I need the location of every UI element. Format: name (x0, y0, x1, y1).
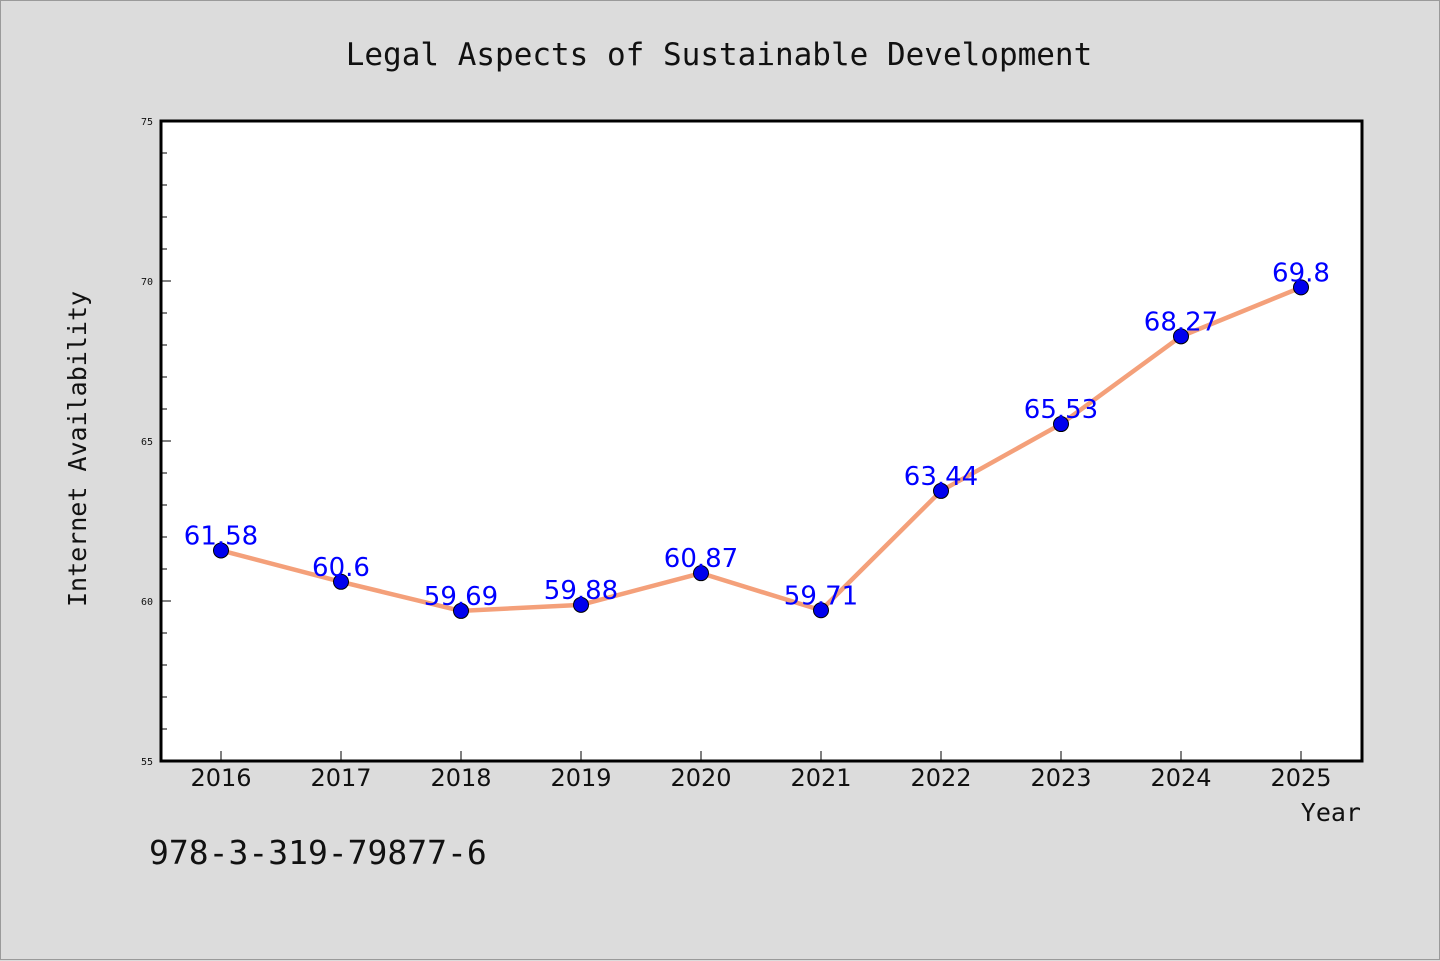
y-tick-label: 75 (141, 117, 153, 128)
data-point (1053, 416, 1069, 433)
data-point (213, 542, 229, 559)
x-tick-label: 2025 (1270, 764, 1331, 792)
y-tick-label: 65 (141, 437, 153, 448)
data-label: 60.6 (312, 553, 370, 583)
data-label: 60.87 (664, 544, 738, 574)
data-point (693, 565, 709, 582)
y-tick-label: 70 (141, 277, 153, 288)
x-tick-label: 2022 (910, 764, 971, 792)
y-axis-label: Internet Availability (63, 291, 92, 607)
data-point (933, 482, 949, 499)
data-point (813, 602, 829, 619)
x-axis: 2016 2017 2018 2019 2020 2021 2022 2023 2024 2025 (190, 751, 1332, 792)
data-point (333, 573, 349, 590)
data-point (453, 602, 469, 619)
x-tick-label: 2019 (550, 764, 611, 792)
isbn-label: 978-3-319-79877-6 (149, 833, 487, 872)
x-tick-label: 2020 (670, 764, 731, 792)
data-label: 59.69 (424, 582, 498, 612)
plot-area (159, 119, 1364, 763)
data-point (1173, 328, 1189, 345)
series-group: 61.58 60.6 59.69 59.88 60.87 59.71 63.44 65.53 6… (184, 258, 1330, 619)
x-tick-label: 2018 (430, 764, 491, 792)
data-label: 68.27 (1144, 307, 1218, 337)
data-point (573, 596, 589, 613)
x-tick-label: 2017 (310, 764, 371, 792)
x-axis-label: Year (1301, 798, 1361, 827)
x-tick-label: 2024 (1150, 764, 1211, 792)
series-line (220, 285, 1302, 614)
x-tick-label: 2016 (190, 764, 251, 792)
data-label: 65.53 (1024, 395, 1098, 425)
chart-title: Legal Aspects of Sustainable Development (346, 37, 1093, 73)
y-tick-label: 60 (141, 597, 153, 608)
data-label: 61.58 (184, 521, 258, 551)
data-label: 59.88 (544, 576, 618, 606)
y-axis: 55 60 65 70 75 (141, 117, 171, 768)
x-tick-label: 2021 (790, 764, 851, 792)
data-label: 59.71 (784, 581, 858, 611)
data-label: 63.44 (904, 462, 978, 492)
x-tick-label: 2023 (1030, 764, 1091, 792)
data-point (1293, 279, 1309, 296)
data-label: 69.8 (1272, 258, 1330, 288)
y-tick-label: 55 (141, 757, 153, 768)
